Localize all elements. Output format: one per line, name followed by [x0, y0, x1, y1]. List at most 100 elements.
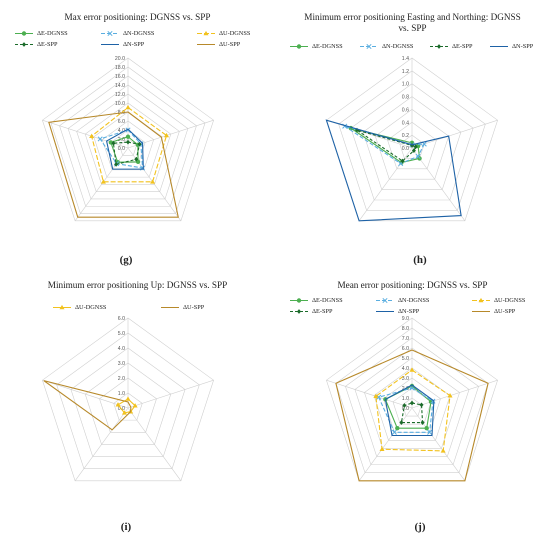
tick-label: 0.0	[402, 146, 409, 152]
legend-swatch	[15, 31, 33, 36]
chart-title: Minimum error positioning Easting and No…	[304, 12, 521, 33]
grid-ring	[345, 337, 479, 465]
legend-marker	[203, 30, 209, 36]
legend-item: ΔE-DGNSS	[289, 43, 343, 50]
grid-ring	[70, 347, 186, 457]
data-point	[420, 420, 425, 425]
legend-label: ΔN-DGNSS	[398, 297, 430, 304]
tick-label: 1.0	[402, 396, 409, 402]
data-point	[395, 426, 400, 431]
data-point	[97, 136, 103, 142]
tick-label: 14.0	[115, 83, 125, 89]
grid-ring	[374, 109, 450, 180]
data-point	[413, 144, 418, 150]
legend-item: ΔN-DGNSS	[359, 43, 413, 50]
data-point	[126, 139, 130, 145]
data-point	[132, 403, 138, 408]
legend-swatch	[197, 30, 215, 36]
legend-item: ΔU-SPP	[160, 304, 204, 311]
legend-label: ΔN-SPP	[398, 308, 420, 315]
tick-label: 0.0	[118, 146, 125, 152]
tick-label: 6.0	[402, 346, 409, 352]
tick-label: 5.0	[118, 331, 125, 337]
grid-ring	[364, 357, 460, 449]
legend-item: ΔN-SPP	[489, 43, 533, 50]
series-line	[112, 141, 141, 166]
data-point	[125, 134, 131, 139]
legend-swatch	[290, 309, 308, 314]
tick-label: 8.0	[402, 326, 409, 332]
tick-label: 5.0	[402, 356, 409, 362]
data-point	[440, 448, 446, 453]
tick-label: 20.0	[115, 56, 125, 62]
tick-label: 2.0	[118, 376, 125, 382]
data-point	[114, 161, 119, 167]
series-line	[335, 349, 489, 482]
grid-spoke	[411, 407, 466, 481]
legend-item: ΔU-DGNSS	[471, 297, 525, 304]
series-U_DGNSS	[89, 104, 170, 184]
tick-label: 0.4	[402, 120, 409, 126]
series-U_DGNSS	[115, 396, 138, 415]
grid-spoke	[326, 379, 413, 409]
grid-ring	[56, 332, 200, 469]
tick-label: 7.0	[402, 336, 409, 342]
series-line	[43, 380, 132, 431]
tick-label: 4.0	[118, 346, 125, 352]
series-line	[117, 398, 136, 414]
legend: ΔU-DGNSS ΔU-SPP	[0, 270, 275, 330]
grid-spoke	[74, 407, 129, 481]
series-U_SPP	[335, 349, 489, 482]
data-point	[410, 400, 414, 406]
legend-item: ΔN-DGNSS	[100, 30, 154, 37]
tick-label: 4.0	[402, 366, 409, 372]
legend-label: ΔU-SPP	[494, 308, 516, 315]
data-point	[410, 143, 414, 148]
grid-spoke	[42, 379, 129, 409]
legend-item: ΔE-DGNSS	[14, 30, 68, 37]
series-N_DGNSS	[376, 385, 436, 435]
data-point	[150, 179, 156, 184]
legend-item: ΔN-DGNSS	[375, 297, 429, 304]
series-line	[90, 106, 168, 183]
legend-marker	[21, 31, 27, 36]
grid-spoke	[74, 147, 129, 221]
series-U_SPP	[48, 111, 179, 218]
tick-label: 18.0	[115, 65, 125, 71]
series-E_SPP	[111, 139, 142, 167]
grid-ring	[76, 93, 180, 192]
radar-chart-i: 6.05.04.03.02.01.00.0	[42, 316, 214, 482]
legend-item: ΔN-SPP	[375, 308, 419, 315]
data-point	[379, 446, 385, 452]
data-point	[164, 132, 170, 138]
grid-ring	[326, 57, 498, 222]
legend-label: ΔU-SPP	[183, 304, 205, 311]
tick-label: 9.0	[402, 316, 409, 322]
tick-label: 0.6	[402, 107, 409, 113]
panel-sublabel: (j)	[414, 521, 426, 533]
data-point	[427, 429, 433, 435]
legend-item: ΔU-SPP	[471, 308, 515, 315]
legend-marker	[296, 298, 302, 303]
grid-ring	[93, 111, 163, 178]
data-point	[111, 140, 116, 146]
legend-marker	[382, 297, 388, 304]
panel-h: Minimum error positioning Easting and No…	[275, 0, 550, 270]
tick-label: 16.0	[115, 74, 125, 80]
series-line	[384, 384, 435, 437]
legend-label: ΔU-DGNSS	[75, 304, 107, 311]
radar-chart-j: 9.08.07.06.05.04.03.02.01.00.0	[326, 316, 498, 482]
legend-label: ΔU-SPP	[219, 41, 241, 48]
data-point	[415, 153, 421, 159]
legend-swatch	[53, 304, 71, 310]
legend-swatch	[15, 42, 33, 47]
legend-item: ΔE-SPP	[289, 308, 333, 315]
legend-swatch	[490, 45, 508, 48]
tick-label: 3.0	[402, 376, 409, 382]
legend-label: ΔU-DGNSS	[219, 30, 251, 37]
legend-label: ΔE-SPP	[452, 43, 473, 50]
legend-swatch	[197, 43, 215, 46]
grid-ring	[119, 138, 137, 156]
panel-j: Mean error positioning: DGNSS vs. SPP ΔE…	[275, 270, 550, 539]
legend-marker	[437, 44, 441, 49]
